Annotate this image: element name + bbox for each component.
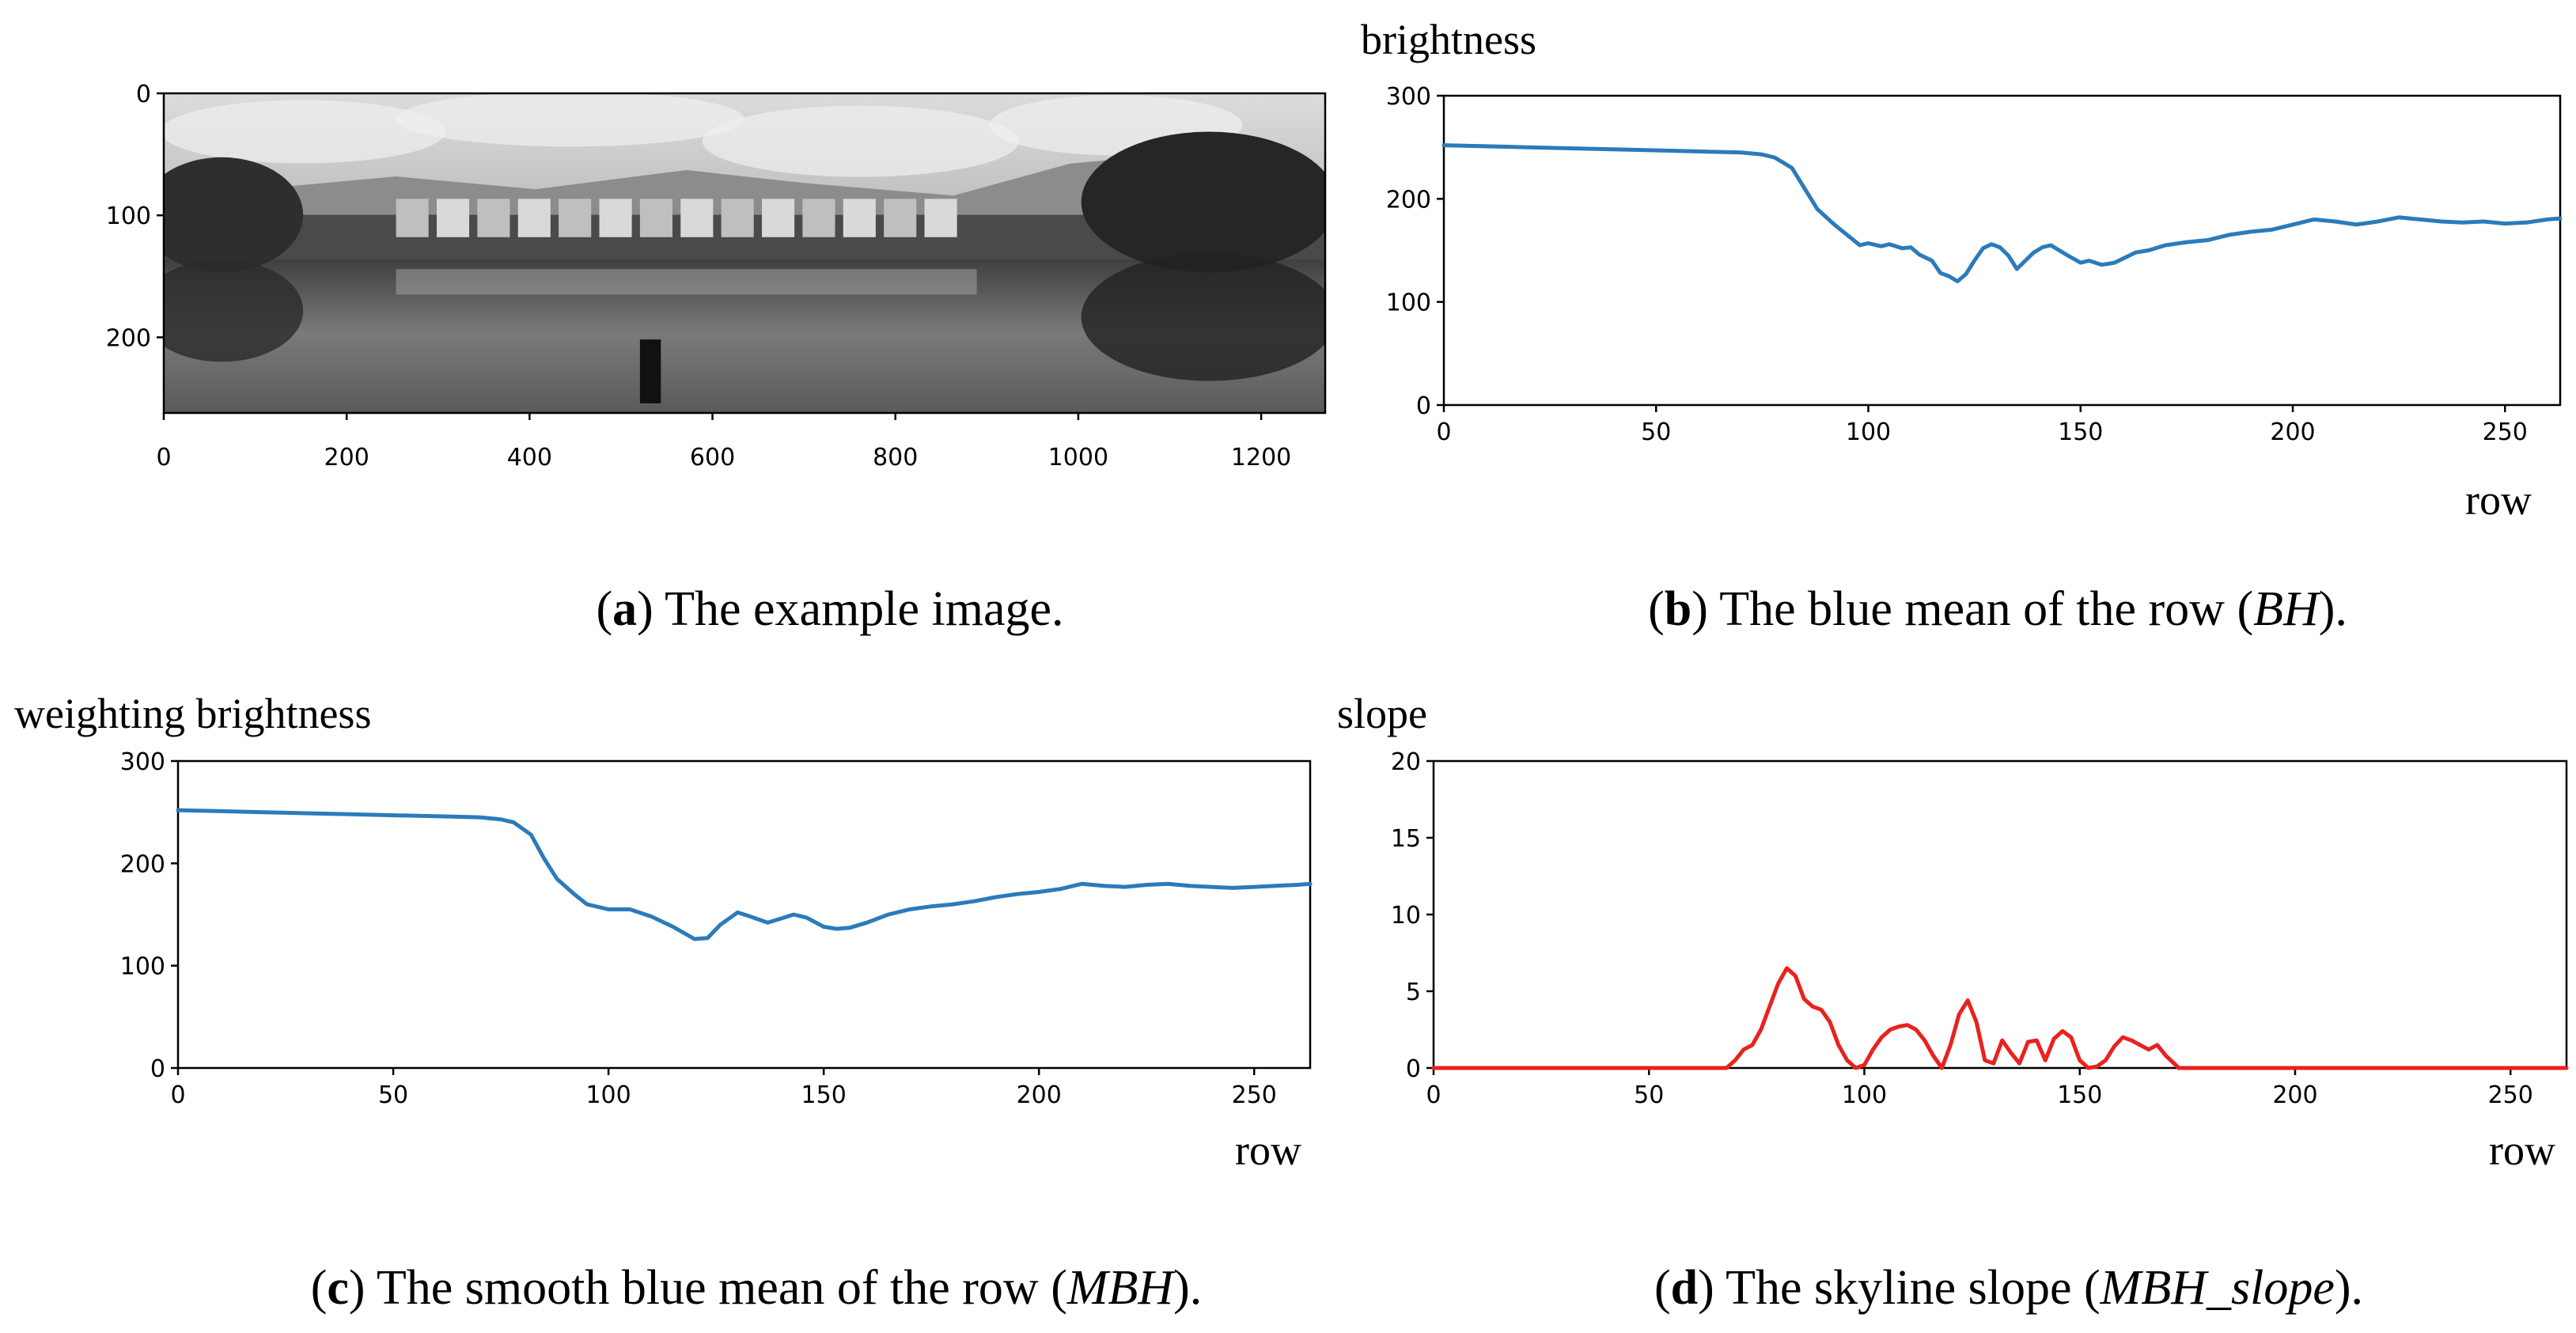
series-line: [1441, 143, 2563, 284]
panel-d: 0 50 100 150 200 250 0 5 10 15 20 slope row: [1337, 690, 2569, 1174]
house: [599, 199, 632, 237]
plot-frame: [1432, 759, 2568, 1070]
x-tick-label: 50: [1634, 1081, 1664, 1109]
x-axis-label: row: [1235, 1127, 1301, 1174]
x-tick-label: 1200: [1231, 444, 1291, 471]
y-tick-label: 200: [1386, 186, 1431, 214]
cloud: [702, 105, 1019, 177]
y-tick-label: 20: [1391, 748, 1421, 776]
x-tick-label: 600: [690, 444, 735, 471]
panel-b: 0 50 100 150 200 250 0 100 200 300 brightness row: [1361, 16, 2563, 524]
y-tick-label: 100: [1386, 290, 1431, 317]
y-tick-label: 0: [1406, 1055, 1421, 1083]
y-tick-label: 0: [136, 81, 151, 108]
caption-d: (d) The skyline slope (MBH_slope).: [1654, 1261, 2363, 1315]
x-tick-label: 150: [801, 1081, 847, 1109]
x-tick-label: 50: [1641, 418, 1671, 446]
house: [680, 199, 714, 237]
house: [639, 199, 672, 237]
caption-b: (b) The blue mean of the row (BH).: [1648, 582, 2347, 636]
y-axis-label: weighting brightness: [14, 690, 371, 737]
x-tick-label: 100: [1842, 1081, 1887, 1109]
y-tick-label: 10: [1391, 902, 1421, 930]
caption-a: (a) The example image.: [596, 582, 1063, 636]
reflection-village: [396, 269, 977, 295]
y-tick-label: 15: [1391, 825, 1421, 853]
house: [762, 199, 795, 237]
trees-left: [164, 157, 304, 273]
house: [477, 199, 510, 237]
x-tick-label: 1000: [1048, 444, 1108, 471]
x-tick-label: 100: [1846, 418, 1891, 446]
house: [924, 199, 957, 237]
y-tick-label: 0: [1416, 392, 1431, 420]
house: [843, 199, 876, 237]
person: [639, 339, 661, 403]
house: [396, 199, 429, 237]
x-tick-label: 50: [378, 1081, 408, 1109]
cloud: [396, 93, 744, 147]
series-line: [1431, 966, 2569, 1070]
house: [517, 199, 551, 237]
x-tick-label: 400: [507, 444, 552, 471]
x-tick-label: 800: [873, 444, 918, 471]
y-tick-label: 300: [1386, 83, 1431, 111]
y-tick-label: 300: [120, 748, 165, 776]
x-tick-label: 200: [2270, 418, 2315, 446]
x-tick-label: 0: [1436, 418, 1451, 446]
cloud: [164, 100, 446, 164]
series-line: [176, 808, 1313, 941]
y-axis-label: slope: [1337, 690, 1427, 737]
x-tick-label: 0: [170, 1081, 185, 1109]
x-axis-label: row: [2489, 1127, 2555, 1174]
x-tick-label: 100: [585, 1081, 631, 1109]
house: [802, 199, 835, 237]
reflection-left: [164, 259, 304, 362]
y-tick-label: 100: [106, 203, 151, 230]
y-tick-label: 100: [120, 953, 165, 981]
plot-frame: [1442, 94, 2562, 407]
house: [884, 199, 917, 237]
x-tick-label: 0: [1426, 1081, 1441, 1109]
x-tick-label: 200: [324, 444, 369, 471]
x-tick-label: 200: [2272, 1081, 2317, 1109]
panel-c: 0 50 100 150 200 250 0 100 200 300 weighting brigh…: [14, 690, 1313, 1174]
plot-frame: [176, 759, 1312, 1070]
y-axis-label: brightness: [1361, 16, 1536, 63]
example-photo: [164, 93, 1325, 413]
caption-c: (c) The smooth blue mean of the row (MBH…: [311, 1261, 1203, 1315]
x-tick-label: 0: [156, 444, 171, 471]
reflection-right: [1081, 253, 1325, 381]
trees-right: [1081, 131, 1325, 273]
x-tick-label: 150: [2057, 1081, 2102, 1109]
x-tick-label: 200: [1017, 1081, 1062, 1109]
y-tick-label: 5: [1406, 979, 1421, 1006]
x-tick-label: 150: [2058, 418, 2103, 446]
x-tick-label: 250: [1232, 1081, 1277, 1109]
house: [436, 199, 470, 237]
x-axis-label: row: [2465, 476, 2532, 524]
y-tick-label: 200: [106, 324, 151, 352]
house: [559, 199, 592, 237]
house: [721, 199, 754, 237]
y-tick-label: 200: [120, 850, 165, 878]
x-tick-label: 250: [2483, 418, 2528, 446]
x-tick-label: 250: [2488, 1081, 2533, 1109]
image-frame: [162, 92, 1327, 415]
panel-a: 0 200 400 600 800 1000 1200 0 100 200: [106, 81, 1327, 471]
y-tick-label: 0: [150, 1055, 165, 1083]
